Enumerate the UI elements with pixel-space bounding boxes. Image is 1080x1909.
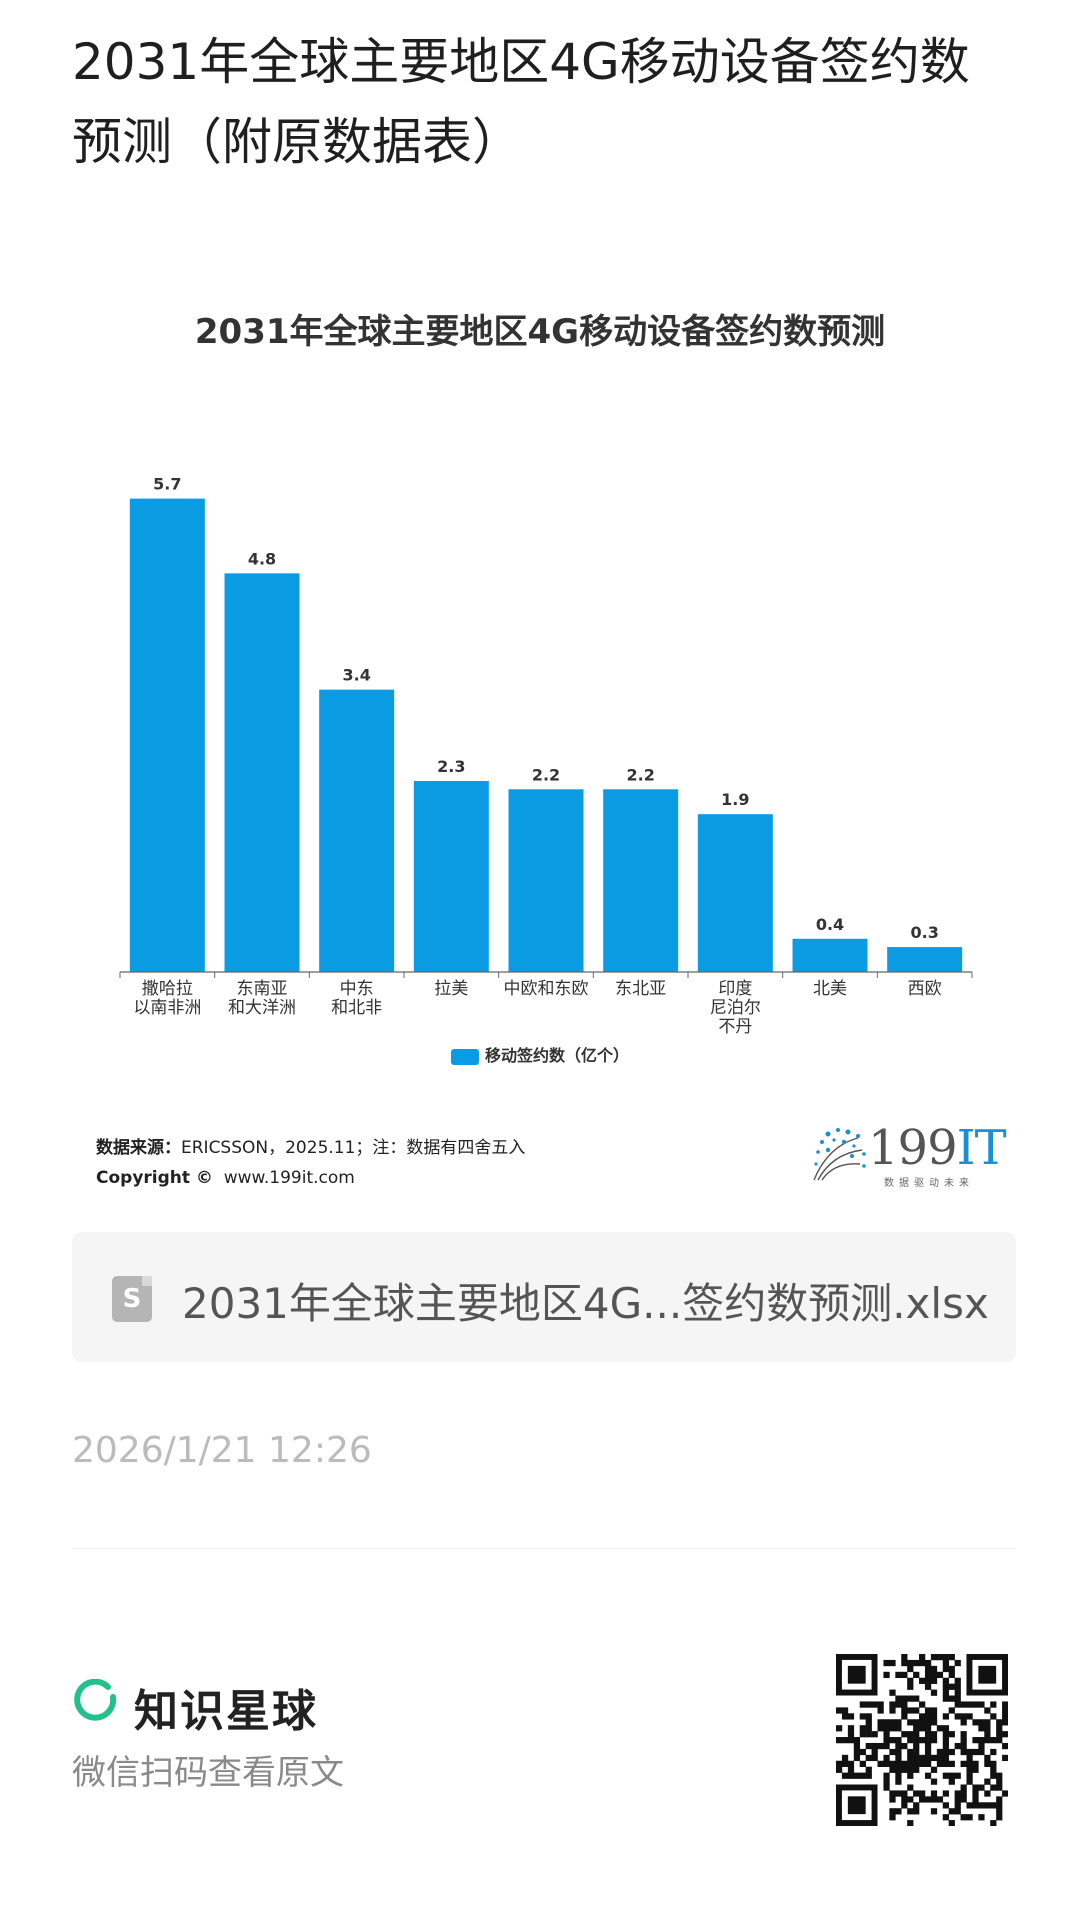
- post-title: 2031年全球主要地区4G移动设备签约数预测（附原数据表）: [72, 33, 970, 171]
- dandelion-icon: [813, 1128, 866, 1181]
- category-label-8-0: 西欧: [908, 979, 942, 999]
- chart-title: 2031年全球主要地区4G移动设备签约数预测: [194, 312, 886, 352]
- bar-3: [413, 780, 489, 972]
- category-label-2-1: 和北非: [331, 998, 382, 1018]
- category-label-7-0: 北美: [813, 979, 847, 999]
- copyright-label: Copyright ©: [96, 1168, 213, 1188]
- category-label-2-0: 中东: [340, 979, 374, 999]
- data-label-8: 0.3: [910, 923, 938, 942]
- bar-4: [508, 789, 584, 972]
- data-label-5: 2.2: [626, 765, 654, 784]
- bar-0: [129, 498, 205, 972]
- attachment-file-card[interactable]: S 2031年全球主要地区4G...签约数预测.xlsx: [72, 1232, 1016, 1362]
- category-label-6-2: 不丹: [718, 1017, 752, 1037]
- logo-number: 199: [868, 1120, 958, 1176]
- data-label-2: 3.4: [342, 666, 370, 685]
- source-block: 数据来源：ERICSSON，2025.11；注：数据有四舍五入 Copyrigh…: [96, 1133, 525, 1193]
- attachment-filename: 2031年全球主要地区4G...签约数预测.xlsx: [182, 1279, 989, 1328]
- category-label-0-0: 撒哈拉: [142, 979, 193, 999]
- category-label-1-0: 东南亚: [237, 979, 288, 999]
- data-label-6: 1.9: [721, 790, 749, 809]
- logo-it: IT: [956, 1120, 1007, 1176]
- category-label-1-1: 和大洋洲: [228, 998, 296, 1018]
- bar-2: [319, 689, 395, 972]
- 199it-logo: 199IT 数据驱动未来: [808, 1120, 1007, 1190]
- copyright-url: www.199it.com: [223, 1168, 355, 1188]
- category-label-6-1: 尼泊尔: [710, 998, 761, 1018]
- source-label: 数据来源：: [96, 1138, 181, 1158]
- category-label-4-0: 中欧和东欧: [504, 979, 589, 999]
- category-label-5-0: 东北亚: [615, 979, 666, 999]
- legend-swatch: [450, 1048, 479, 1065]
- bar-5: [603, 789, 679, 972]
- brand-name: 知识星球: [134, 1686, 318, 1737]
- chart-image: 2031年全球主要地区4G移动设备签约数预测 5.7 撒哈拉 以南非洲 4.8 东南亚和…: [72, 280, 1008, 1210]
- spreadsheet-file-icon: S: [112, 1276, 152, 1322]
- data-label-3: 2.3: [437, 757, 465, 776]
- bar-6: [697, 814, 773, 972]
- bar-1: [224, 573, 300, 972]
- divider: [72, 1548, 1016, 1549]
- category-label-6-0: 印度: [718, 979, 752, 999]
- data-label-4: 2.2: [532, 765, 560, 784]
- category-label-0-1: 以南非洲: [133, 998, 201, 1018]
- source-text: ERICSSON，2025.11；注：数据有四舍五入: [181, 1138, 526, 1158]
- bar-8: [887, 947, 963, 972]
- post-timestamp: 2026/1/21 12:26: [72, 1430, 372, 1471]
- bar-7: [792, 938, 868, 972]
- scan-hint: 微信扫码查看原文: [72, 1753, 344, 1793]
- zsxq-logo-icon: [74, 1679, 117, 1721]
- chart-legend: 移动签约数（亿个）: [72, 1042, 1008, 1066]
- logo-tagline: 数据驱动未来: [884, 1178, 974, 1189]
- data-label-7: 0.4: [816, 915, 844, 934]
- legend-label: 移动签约数（亿个）: [484, 1046, 629, 1065]
- qr-code-icon[interactable]: [836, 1654, 1008, 1826]
- data-label-0: 5.7: [153, 475, 181, 494]
- data-label-1: 4.8: [248, 549, 276, 568]
- category-label-3-0: 拉美: [434, 979, 468, 999]
